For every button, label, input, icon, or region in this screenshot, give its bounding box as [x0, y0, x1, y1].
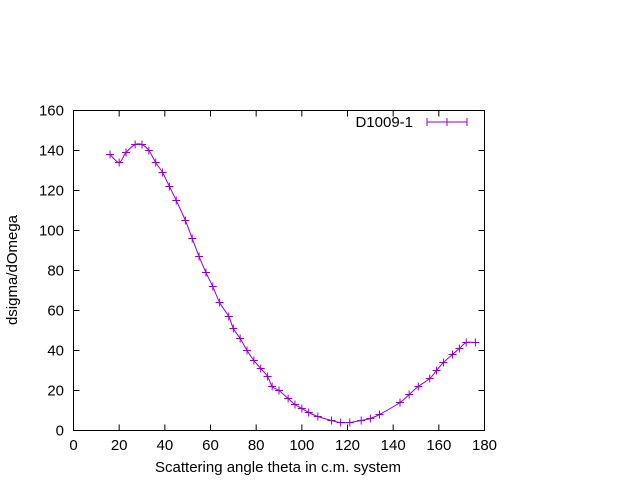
series-layer: [106, 140, 480, 427]
y-tick-label: 120: [39, 183, 64, 200]
data-point: [229, 324, 238, 333]
data-point: [375, 410, 384, 419]
y-tick-label: 80: [47, 263, 64, 280]
y-tick-label: 0: [56, 423, 64, 440]
data-point: [455, 344, 464, 353]
data-point: [336, 418, 345, 427]
data-point: [181, 216, 190, 225]
axis-ticks: [73, 110, 485, 431]
data-point: [138, 140, 146, 149]
data-point: [366, 414, 375, 423]
x-tick-label: 0: [69, 437, 77, 454]
data-point: [405, 390, 414, 399]
data-point: [304, 408, 313, 417]
data-point: [188, 234, 197, 243]
x-tick-label: 160: [426, 437, 451, 454]
data-point: [396, 398, 405, 407]
data-point: [414, 382, 423, 391]
plot-frame: [73, 110, 485, 431]
data-point: [439, 358, 448, 367]
data-point: [208, 282, 217, 291]
data-point: [115, 158, 124, 167]
data-point: [345, 418, 354, 427]
data-point: [243, 346, 252, 355]
data-point: [201, 268, 210, 277]
data-point: [263, 372, 272, 381]
data-point: [462, 338, 471, 347]
data-point: [236, 334, 245, 343]
x-tick-label: 120: [335, 437, 360, 454]
data-point: [165, 182, 174, 191]
data-point: [256, 364, 265, 373]
data-point: [327, 416, 336, 425]
data-point: [224, 312, 233, 321]
data-point: [249, 356, 258, 365]
data-point: [131, 140, 140, 149]
data-point: [471, 338, 480, 347]
data-point: [122, 148, 131, 157]
y-tick-label: 140: [39, 143, 64, 160]
data-point: [158, 168, 167, 177]
data-point: [151, 158, 160, 167]
legend-marker: [443, 118, 451, 126]
y-tick-label: 40: [47, 343, 64, 360]
y-tick-label: 60: [47, 303, 64, 320]
legend: D1009-1: [355, 114, 468, 131]
data-point: [448, 350, 457, 359]
data-point: [195, 252, 204, 261]
data-point: [144, 146, 153, 155]
x-tick-label: 60: [202, 437, 219, 454]
data-point: [275, 386, 283, 395]
data-point: [106, 150, 115, 159]
data-point: [313, 412, 322, 421]
data-point: [290, 400, 299, 409]
legend-label: D1009-1: [355, 114, 413, 131]
y-axis-label: dsigma/dOmega: [4, 214, 21, 325]
x-axis-label: Scattering angle theta in c.m. system: [155, 459, 401, 476]
data-point: [215, 298, 224, 307]
data-point: [172, 196, 181, 205]
y-tick-label: 160: [39, 103, 64, 120]
series-line: [109, 143, 476, 424]
x-tick-label: 40: [156, 437, 173, 454]
data-point: [284, 394, 293, 403]
x-tick-label: 100: [289, 437, 314, 454]
x-tick-label: 20: [111, 437, 128, 454]
y-tick-label: 20: [47, 383, 64, 400]
data-point: [357, 416, 366, 425]
data-point: [432, 366, 441, 375]
data-point: [297, 404, 306, 413]
data-point: [425, 374, 434, 383]
axis-tick-labels: 0 20 40 60 80 100 120 140 160 180 0 20 40 60 80 100 120 1…: [39, 103, 497, 455]
y-tick-label: 100: [39, 223, 64, 240]
x-tick-label: 140: [381, 437, 406, 454]
data-point: [268, 382, 277, 391]
x-tick-label: 180: [472, 437, 497, 454]
x-tick-label: 80: [248, 437, 265, 454]
legend-marker-samples: [426, 118, 468, 126]
